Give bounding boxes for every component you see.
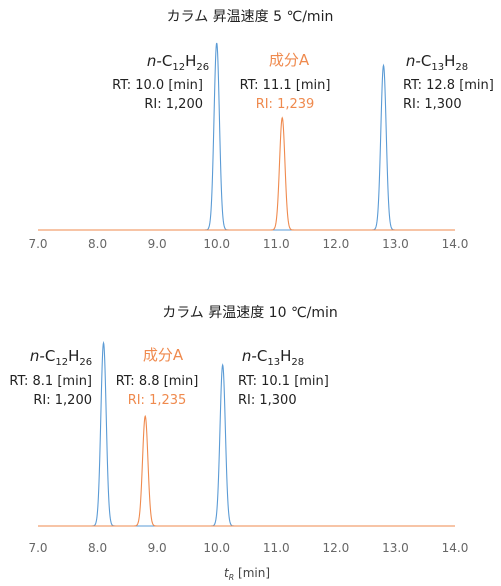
panel-2-peak-label-ri-2: RI: 1,235	[128, 393, 187, 408]
x-tick-label: 11.0	[263, 541, 290, 555]
series-trace-2	[38, 116, 455, 231]
x-tick-label: 8.0	[88, 541, 107, 555]
panel-2-peak-label-ri-1: RI: 1,200	[33, 393, 92, 408]
panel-2-peak-label-name-3: n-C13H28	[242, 347, 304, 368]
x-tick-label: 10.0	[203, 541, 230, 555]
panel-2-peak-label-rt-3: RT: 10.1 [min]	[238, 374, 329, 389]
panel-2: カラム 昇温速度 10 ℃/min n-C12H26 RT: 8.1 [min]…	[9, 305, 468, 582]
panel-2-peak-label-ri-3: RI: 1,300	[238, 393, 297, 408]
panel-1-peak-label-rt-3: RT: 12.8 [min]	[403, 78, 494, 93]
panel-1-peak-label-name-1: n-C12H26	[147, 52, 209, 73]
panel-1-peak-label-rt-1: RT: 10.0 [min]	[112, 78, 203, 93]
x-axis-label: tR [min]	[224, 566, 270, 582]
x-tick-label: 8.0	[88, 237, 107, 251]
panel-2-peak-label-rt-2: RT: 8.8 [min]	[116, 374, 199, 389]
panel-1-peak-label-ri-1: RI: 1,200	[144, 97, 203, 112]
panel-2-plot: 7.0 8.0 9.0 10.0 11.0 12.0 13.0 14.0	[28, 340, 469, 555]
panel-1-peak-label-name-2: 成分A	[269, 51, 310, 69]
panel-2-peak-label-name-2: 成分A	[143, 346, 184, 364]
x-tick-label: 12.0	[322, 541, 349, 555]
panel-2-peak-label-rt-1: RT: 8.1 [min]	[9, 374, 92, 389]
x-tick-label: 7.0	[28, 237, 47, 251]
panel-1-title: カラム 昇温速度 5 ℃/min	[167, 9, 334, 25]
x-tick-label: 12.0	[322, 237, 349, 251]
panel-1: カラム 昇温速度 5 ℃/min n-C12H26 RT: 10.0 [min]…	[28, 9, 493, 251]
series-trace-1	[38, 42, 455, 231]
x-tick-label: 14.0	[442, 237, 469, 251]
x-tick-label: 13.0	[382, 237, 409, 251]
x-tick-label: 11.0	[263, 237, 290, 251]
panel-2-title: カラム 昇温速度 10 ℃/min	[162, 305, 338, 321]
panel-2-peak-label-name-1: n-C12H26	[30, 347, 92, 368]
x-tick-label: 10.0	[203, 237, 230, 251]
panel-1-peak-label-rt-2: RT: 11.1 [min]	[240, 78, 331, 93]
x-tick-label: 9.0	[148, 237, 167, 251]
panel-1-plot: 7.0 8.0 9.0 10.0 11.0 12.0 13.0 14.0	[28, 42, 469, 251]
series-trace-1	[38, 340, 455, 527]
x-tick-label: 9.0	[148, 541, 167, 555]
x-tick-label: 14.0	[442, 541, 469, 555]
panel-1-peak-label-ri-3: RI: 1,300	[403, 97, 462, 112]
panel-1-peak-label-name-3: n-C13H28	[406, 52, 468, 73]
series-trace-2	[38, 414, 455, 527]
panel-1-peak-label-ri-2: RI: 1,239	[256, 97, 315, 112]
x-tick-label: 7.0	[28, 541, 47, 555]
x-tick-label: 13.0	[382, 541, 409, 555]
